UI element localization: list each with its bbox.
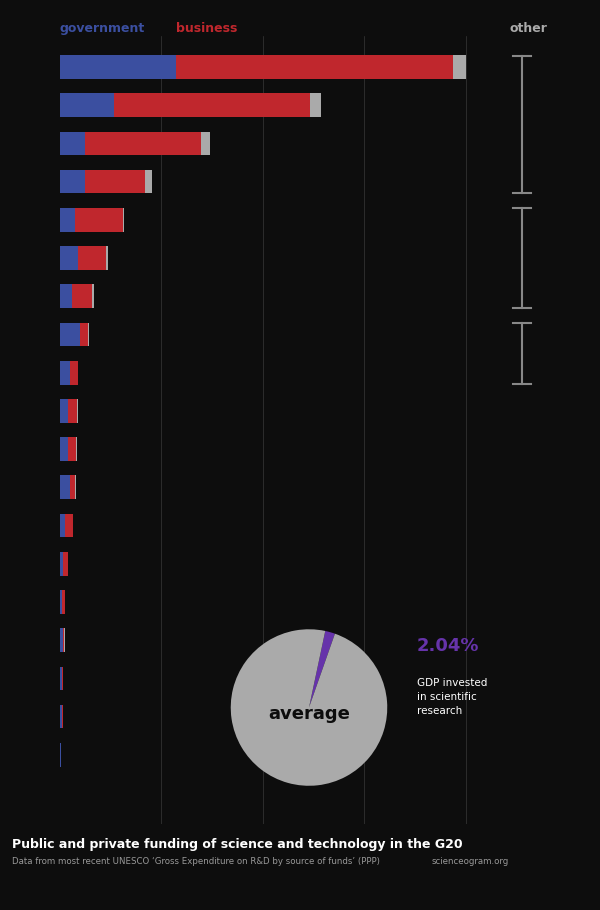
Bar	[60, 743, 61, 766]
Bar	[70, 475, 76, 500]
Bar	[60, 323, 80, 347]
Bar	[60, 94, 113, 117]
Bar	[60, 360, 70, 385]
Bar	[71, 285, 92, 308]
Bar	[60, 132, 85, 156]
Bar	[106, 247, 108, 270]
Wedge shape	[231, 630, 387, 785]
Bar	[60, 628, 64, 652]
Text: average: average	[268, 704, 350, 723]
Bar	[60, 437, 68, 461]
Bar	[63, 551, 68, 575]
Text: GDP invested
in scientific
research: GDP invested in scientific research	[417, 678, 487, 716]
Bar	[113, 94, 310, 117]
Text: Data from most recent UNESCO ‘Gross Expenditure on R&D by source of funds’ (PPP): Data from most recent UNESCO ‘Gross Expe…	[12, 857, 380, 866]
Bar	[92, 285, 94, 308]
Bar	[62, 590, 65, 613]
Bar	[65, 513, 73, 537]
Bar	[68, 437, 76, 461]
Bar	[60, 513, 65, 537]
Bar	[70, 360, 78, 385]
Bar	[60, 704, 62, 728]
Wedge shape	[309, 631, 335, 708]
Bar	[453, 56, 466, 79]
Bar	[85, 132, 201, 156]
Bar	[75, 208, 122, 232]
Bar	[122, 208, 124, 232]
Bar	[60, 285, 71, 308]
Text: scienceogram.org: scienceogram.org	[432, 857, 509, 866]
Bar	[60, 208, 75, 232]
Text: business: business	[176, 22, 238, 35]
Bar	[76, 437, 77, 461]
Bar	[85, 170, 145, 194]
Bar	[60, 475, 70, 500]
Bar	[88, 323, 89, 347]
Bar	[310, 94, 321, 117]
Bar	[77, 399, 79, 423]
Bar	[201, 132, 210, 156]
Text: government: government	[60, 22, 145, 35]
Bar	[60, 170, 85, 194]
Bar	[60, 666, 62, 690]
Text: 2.04%: 2.04%	[417, 637, 479, 654]
Bar	[62, 666, 63, 690]
Bar	[60, 399, 68, 423]
Bar	[60, 590, 62, 613]
Bar	[60, 551, 63, 575]
Bar	[145, 170, 152, 194]
Text: Public and private funding of science and technology in the G20: Public and private funding of science an…	[12, 838, 463, 851]
Bar	[80, 323, 88, 347]
Text: other: other	[510, 22, 548, 35]
Bar	[68, 399, 77, 423]
Bar	[78, 247, 106, 270]
Bar	[60, 56, 176, 79]
Bar	[60, 247, 78, 270]
Bar	[176, 56, 453, 79]
